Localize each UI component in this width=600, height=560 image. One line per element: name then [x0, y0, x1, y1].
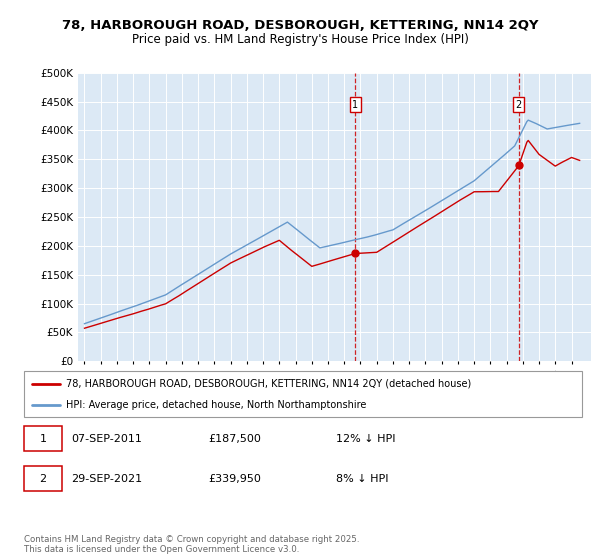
Text: 12% ↓ HPI: 12% ↓ HPI	[337, 433, 396, 444]
Text: HPI: Average price, detached house, North Northamptonshire: HPI: Average price, detached house, Nort…	[66, 400, 366, 410]
Text: £187,500: £187,500	[208, 433, 261, 444]
Text: £339,950: £339,950	[208, 474, 261, 484]
Text: 2: 2	[40, 474, 47, 484]
Text: Contains HM Land Registry data © Crown copyright and database right 2025.
This d: Contains HM Land Registry data © Crown c…	[24, 535, 359, 554]
Text: 78, HARBOROUGH ROAD, DESBOROUGH, KETTERING, NN14 2QY (detached house): 78, HARBOROUGH ROAD, DESBOROUGH, KETTERI…	[66, 379, 471, 389]
Text: 07-SEP-2011: 07-SEP-2011	[71, 433, 142, 444]
Text: 1: 1	[352, 100, 358, 110]
Text: 1: 1	[40, 433, 46, 444]
Text: 8% ↓ HPI: 8% ↓ HPI	[337, 474, 389, 484]
FancyBboxPatch shape	[24, 426, 62, 451]
Text: 29-SEP-2021: 29-SEP-2021	[71, 474, 143, 484]
FancyBboxPatch shape	[24, 466, 62, 491]
Text: Price paid vs. HM Land Registry's House Price Index (HPI): Price paid vs. HM Land Registry's House …	[131, 32, 469, 46]
FancyBboxPatch shape	[24, 371, 582, 417]
Text: 2: 2	[515, 100, 522, 110]
Text: 78, HARBOROUGH ROAD, DESBOROUGH, KETTERING, NN14 2QY: 78, HARBOROUGH ROAD, DESBOROUGH, KETTERI…	[62, 18, 538, 32]
